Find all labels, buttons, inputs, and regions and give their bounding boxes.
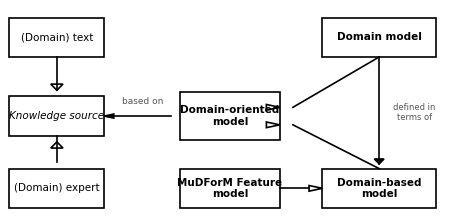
FancyBboxPatch shape [322,169,436,208]
Text: (Domain) text: (Domain) text [21,32,93,42]
Text: Domain-oriented
model: Domain-oriented model [180,105,280,127]
FancyBboxPatch shape [180,169,280,208]
Text: defined in
terms of: defined in terms of [393,103,436,122]
FancyBboxPatch shape [322,18,436,57]
FancyBboxPatch shape [9,18,104,57]
Polygon shape [104,114,114,118]
Text: based on: based on [121,97,163,106]
Text: Domain model: Domain model [337,32,422,42]
FancyBboxPatch shape [180,92,280,140]
Text: (Domain) expert: (Domain) expert [14,183,100,193]
Text: Knowledge source: Knowledge source [9,111,104,121]
FancyBboxPatch shape [9,96,104,136]
Polygon shape [374,159,384,164]
Text: MuDForM Feature
model: MuDForM Feature model [177,178,283,199]
Text: Domain-based
model: Domain-based model [337,178,421,199]
FancyBboxPatch shape [9,169,104,208]
